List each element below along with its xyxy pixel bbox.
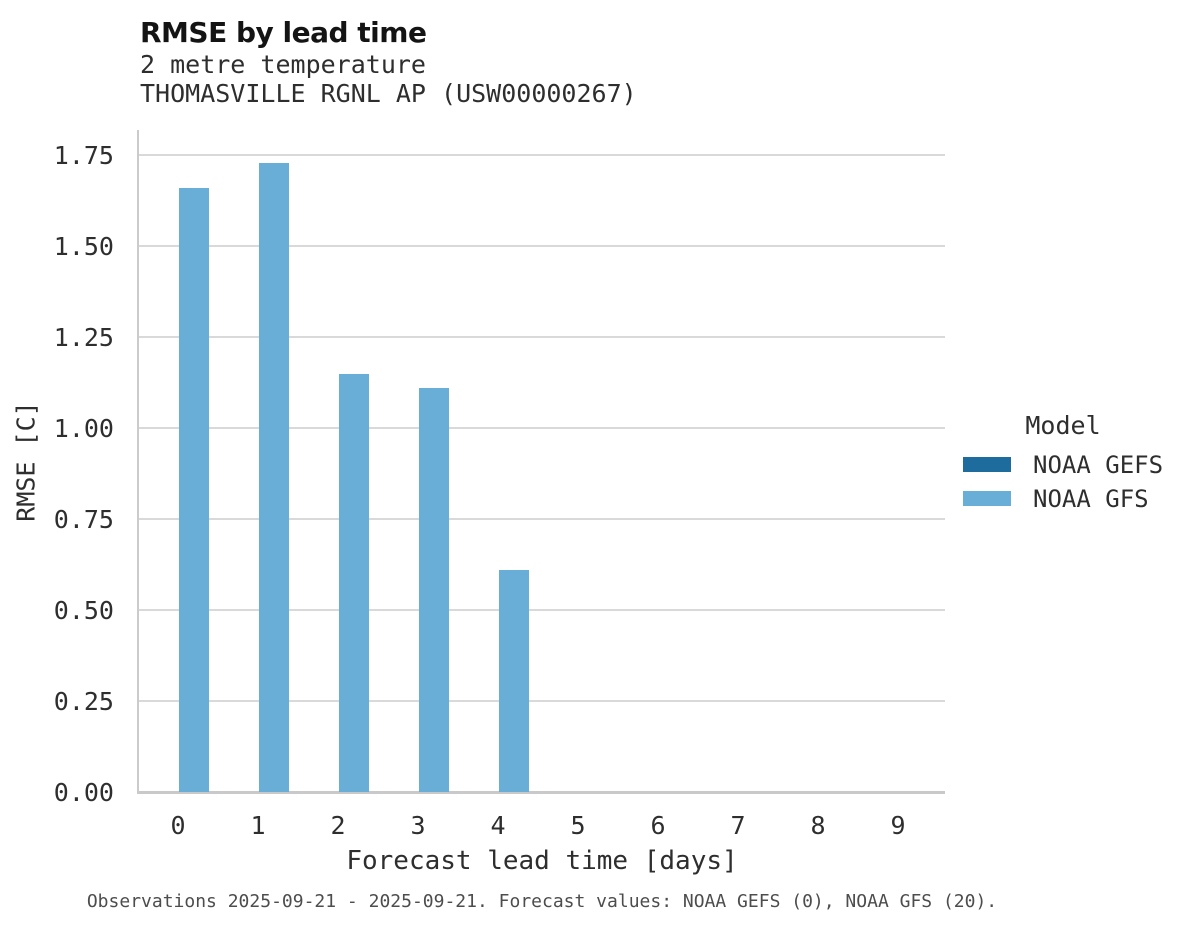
x-tick-label: 9 bbox=[890, 811, 906, 840]
y-tick-label: 1.50 bbox=[53, 232, 114, 262]
chart-footnote: Observations 2025-09-21 - 2025-09-21. Fo… bbox=[86, 891, 998, 912]
legend: Model NOAA GEFS NOAA GFS bbox=[963, 411, 1173, 516]
y-tick-label: 1.00 bbox=[53, 414, 114, 444]
x-tick-label: 6 bbox=[650, 811, 666, 840]
gridline bbox=[139, 700, 945, 703]
gridline bbox=[139, 245, 945, 248]
gridline bbox=[139, 609, 945, 612]
x-tick-label: 1 bbox=[250, 811, 266, 840]
plot-area bbox=[139, 130, 945, 794]
legend-label: NOAA GEFS bbox=[1033, 451, 1164, 479]
y-axis-line bbox=[137, 130, 139, 794]
bar-noaa-gfs-lead-0 bbox=[179, 188, 209, 792]
y-tick-label: 0.75 bbox=[53, 505, 114, 535]
x-tick-label: 5 bbox=[570, 811, 586, 840]
x-tick-label: 8 bbox=[810, 811, 826, 840]
x-axis-line bbox=[139, 791, 945, 794]
gridline bbox=[139, 154, 945, 157]
y-tick-label: 0.25 bbox=[53, 687, 114, 717]
legend-label: NOAA GFS bbox=[1033, 485, 1149, 513]
gridline bbox=[139, 518, 945, 521]
x-axis-title: Forecast lead time [days] bbox=[346, 846, 738, 876]
x-tick-label: 4 bbox=[490, 811, 506, 840]
bar-noaa-gfs-lead-2 bbox=[339, 373, 369, 792]
x-tick-label: 3 bbox=[410, 811, 426, 840]
chart-subtitle-variable: 2 metre temperature bbox=[140, 50, 426, 79]
x-tick-label: 7 bbox=[730, 811, 746, 840]
legend-swatch-icon bbox=[963, 457, 1011, 472]
bar-noaa-gfs-lead-3 bbox=[419, 388, 449, 792]
legend-item-noaa-gfs: NOAA GFS bbox=[963, 482, 1173, 516]
chart-header: RMSE by lead time 2 metre temperature TH… bbox=[140, 16, 637, 108]
bar-noaa-gfs-lead-4 bbox=[499, 570, 529, 792]
y-tick-label: 1.75 bbox=[53, 141, 114, 171]
gridline bbox=[139, 336, 945, 339]
chart-title: RMSE by lead time bbox=[140, 16, 427, 49]
x-tick-label: 2 bbox=[330, 811, 346, 840]
y-tick-label: 0.50 bbox=[53, 596, 114, 626]
bar-noaa-gfs-lead-1 bbox=[259, 162, 289, 792]
legend-items: NOAA GEFS NOAA GFS bbox=[963, 448, 1173, 516]
y-tick-label: 0.00 bbox=[53, 778, 114, 807]
chart-subtitle-station: THOMASVILLE RGNL AP (USW00000267) bbox=[140, 79, 637, 108]
gridline bbox=[139, 427, 945, 430]
legend-swatch-icon bbox=[963, 491, 1011, 506]
y-tick-label: 1.25 bbox=[53, 323, 114, 353]
x-tick-label: 0 bbox=[170, 811, 186, 840]
legend-item-noaa-gefs: NOAA GEFS bbox=[963, 448, 1173, 482]
legend-title: Model bbox=[1025, 411, 1101, 440]
